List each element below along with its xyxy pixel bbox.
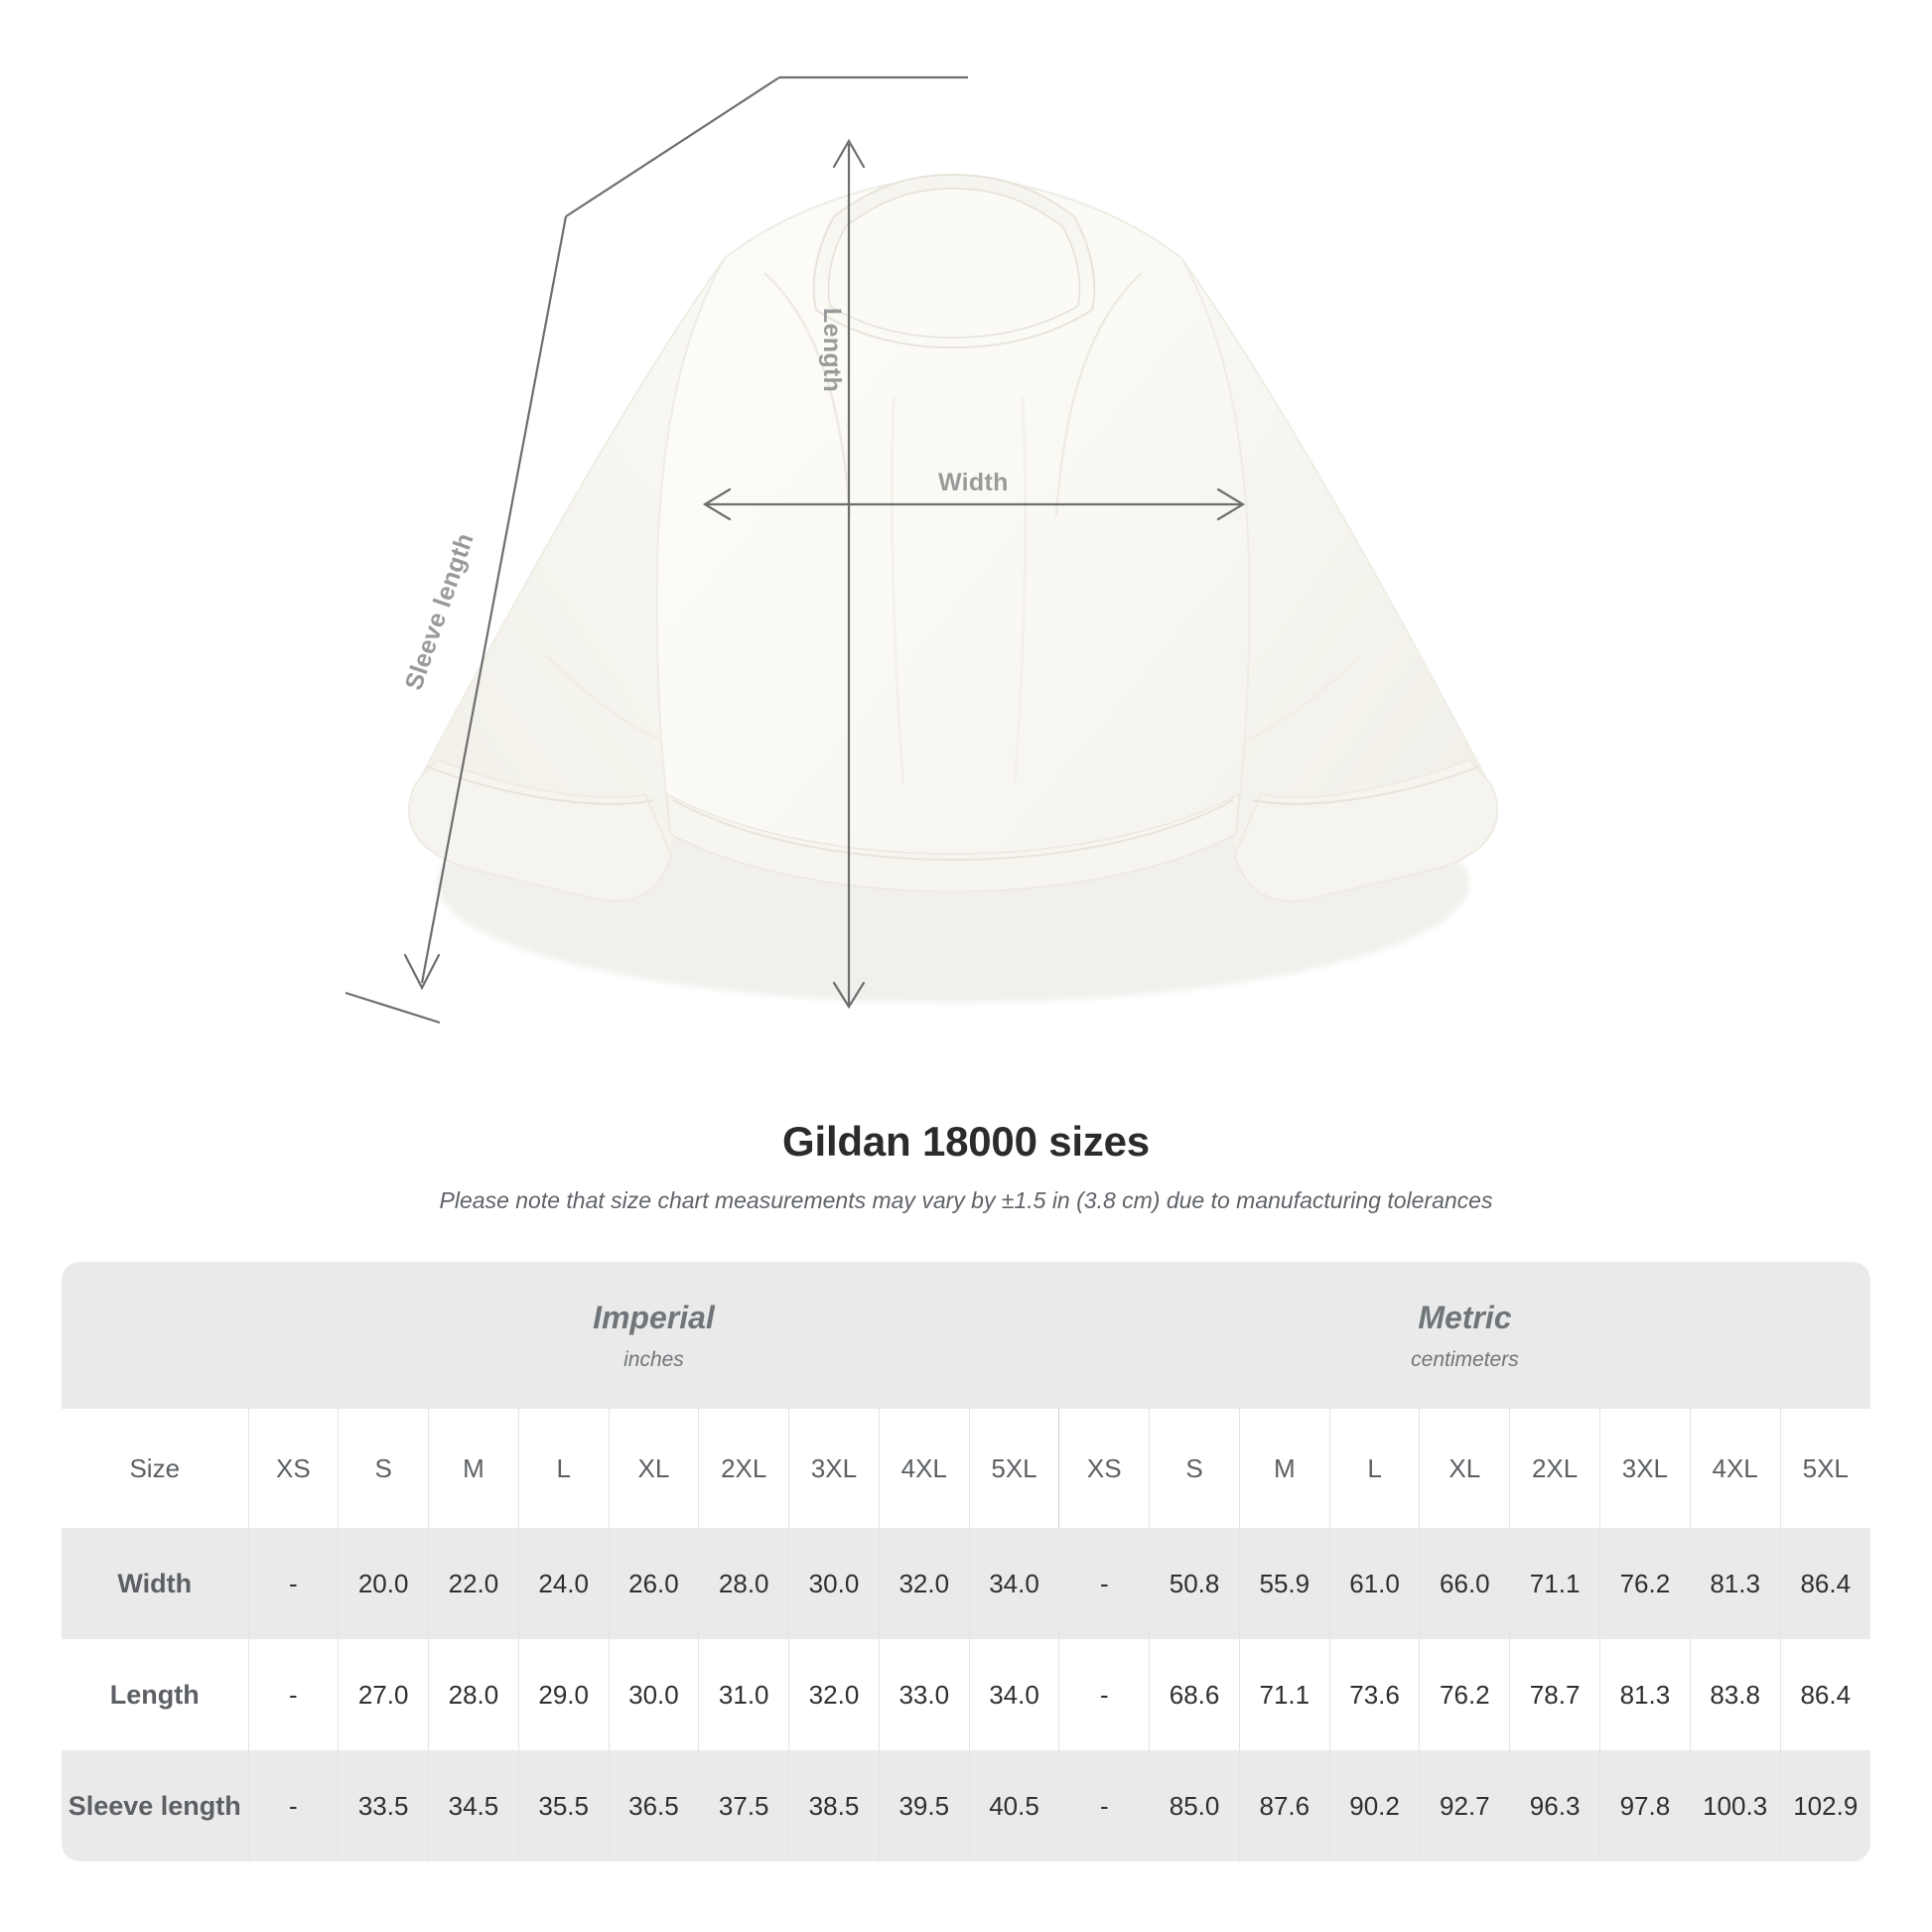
cell-sleeve-metric-xs: -	[1058, 1750, 1151, 1862]
unit-sub-metric: centimeters	[1411, 1347, 1519, 1371]
cell-sleeve-metric-l: 90.2	[1329, 1750, 1421, 1862]
cell-width-metric-5xl: 86.4	[1780, 1528, 1870, 1639]
cell-width-imperial-xs: -	[248, 1528, 340, 1639]
cell-width-metric-3xl: 76.2	[1599, 1528, 1691, 1639]
cell-width-metric-m: 55.9	[1239, 1528, 1330, 1639]
cell-length-imperial-4xl: 33.0	[879, 1639, 970, 1750]
unit-spacer-cell	[62, 1262, 248, 1409]
size-header-label: Size	[62, 1409, 249, 1528]
cell-sleeve-imperial-l: 35.5	[518, 1750, 610, 1862]
size-col-metric-s: S	[1149, 1409, 1240, 1528]
row-label-width: Width	[62, 1528, 249, 1639]
cell-width-imperial-l: 24.0	[518, 1528, 610, 1639]
page-title: Gildan 18000 sizes	[782, 1118, 1150, 1165]
cell-length-metric-3xl: 81.3	[1599, 1639, 1691, 1750]
cell-length-metric-l: 73.6	[1329, 1639, 1421, 1750]
cell-sleeve-metric-5xl: 102.9	[1780, 1750, 1870, 1862]
unit-cell-imperial: Imperial inches	[248, 1262, 1059, 1409]
cell-sleeve-imperial-2xl: 37.5	[698, 1750, 790, 1862]
size-col-metric-3xl: 3XL	[1599, 1409, 1691, 1528]
size-col-imperial-xl: XL	[609, 1409, 700, 1528]
cell-length-metric-m: 71.1	[1239, 1639, 1330, 1750]
size-col-imperial-3xl: 3XL	[788, 1409, 880, 1528]
cell-width-imperial-2xl: 28.0	[698, 1528, 790, 1639]
unit-name-metric: Metric	[1418, 1299, 1512, 1335]
cell-width-imperial-m: 22.0	[428, 1528, 519, 1639]
size-col-imperial-m: M	[428, 1409, 519, 1528]
cell-width-imperial-xl: 26.0	[609, 1528, 700, 1639]
garment-diagram: Length Width Sleeve length	[298, 75, 1608, 1052]
cell-sleeve-imperial-5xl: 40.5	[969, 1750, 1060, 1862]
cell-sleeve-metric-2xl: 96.3	[1509, 1750, 1600, 1862]
size-col-imperial-xs: XS	[248, 1409, 340, 1528]
cell-sleeve-metric-4xl: 100.3	[1690, 1750, 1781, 1862]
cell-sleeve-imperial-4xl: 39.5	[879, 1750, 970, 1862]
size-chart-table: Imperial inches Metric centimeters Size …	[62, 1262, 1870, 1862]
cell-length-imperial-3xl: 32.0	[788, 1639, 880, 1750]
size-col-imperial-s: S	[338, 1409, 430, 1528]
size-col-metric-xl: XL	[1419, 1409, 1511, 1528]
unit-cell-metric: Metric centimeters	[1058, 1262, 1870, 1409]
tolerance-note: Please note that size chart measurements…	[439, 1187, 1493, 1213]
width-dimension-label: Width	[938, 469, 1009, 496]
row-label-length: Length	[62, 1639, 249, 1750]
cell-length-imperial-xs: -	[248, 1639, 340, 1750]
cell-length-metric-4xl: 83.8	[1690, 1639, 1781, 1750]
cell-width-metric-4xl: 81.3	[1690, 1528, 1781, 1639]
size-col-metric-m: M	[1239, 1409, 1330, 1528]
size-col-metric-l: L	[1329, 1409, 1421, 1528]
cell-width-metric-xl: 66.0	[1419, 1528, 1511, 1639]
cell-length-metric-xs: -	[1058, 1639, 1151, 1750]
table-row: Length - 27.0 28.0 29.0 30.0 31.0 32.0 3…	[62, 1639, 1870, 1750]
cell-length-imperial-s: 27.0	[338, 1639, 430, 1750]
cell-width-imperial-3xl: 30.0	[788, 1528, 880, 1639]
sweatshirt-photo	[298, 99, 1608, 1052]
cell-length-imperial-m: 28.0	[428, 1639, 519, 1750]
cell-sleeve-imperial-s: 33.5	[338, 1750, 430, 1862]
cell-width-metric-2xl: 71.1	[1509, 1528, 1600, 1639]
cell-width-imperial-4xl: 32.0	[879, 1528, 970, 1639]
cell-width-metric-s: 50.8	[1149, 1528, 1240, 1639]
cell-length-metric-xl: 76.2	[1419, 1639, 1511, 1750]
title-block: Gildan 18000 sizes Please note that size…	[0, 1118, 1932, 1214]
size-header-row: Size XS S M L XL 2XL 3XL 4XL 5XL XS S M …	[62, 1409, 1870, 1528]
cell-width-metric-l: 61.0	[1329, 1528, 1421, 1639]
cell-sleeve-metric-3xl: 97.8	[1599, 1750, 1691, 1862]
size-col-imperial-2xl: 2XL	[698, 1409, 790, 1528]
cell-sleeve-metric-xl: 92.7	[1419, 1750, 1511, 1862]
cell-length-metric-5xl: 86.4	[1780, 1639, 1870, 1750]
cell-sleeve-imperial-xs: -	[248, 1750, 340, 1862]
unit-sub-imperial: inches	[623, 1347, 684, 1371]
size-col-metric-xs: XS	[1058, 1409, 1151, 1528]
size-col-metric-5xl: 5XL	[1780, 1409, 1870, 1528]
cell-sleeve-metric-m: 87.6	[1239, 1750, 1330, 1862]
unit-header-row: Imperial inches Metric centimeters	[62, 1262, 1870, 1409]
cell-width-imperial-s: 20.0	[338, 1528, 430, 1639]
cell-length-imperial-5xl: 34.0	[969, 1639, 1060, 1750]
cell-length-imperial-2xl: 31.0	[698, 1639, 790, 1750]
cell-width-imperial-5xl: 34.0	[969, 1528, 1060, 1639]
row-label-sleeve-length: Sleeve length	[62, 1750, 249, 1862]
cell-length-metric-s: 68.6	[1149, 1639, 1240, 1750]
sweatshirt-illustration	[408, 173, 1498, 1003]
size-col-metric-4xl: 4XL	[1690, 1409, 1781, 1528]
size-col-imperial-4xl: 4XL	[879, 1409, 970, 1528]
cell-sleeve-metric-s: 85.0	[1149, 1750, 1240, 1862]
size-col-metric-2xl: 2XL	[1509, 1409, 1600, 1528]
cell-sleeve-imperial-xl: 36.5	[609, 1750, 700, 1862]
size-col-imperial-5xl: 5XL	[969, 1409, 1060, 1528]
length-dimension-label: Length	[818, 308, 846, 393]
cell-sleeve-imperial-3xl: 38.5	[788, 1750, 880, 1862]
cell-length-metric-2xl: 78.7	[1509, 1639, 1600, 1750]
cell-length-imperial-xl: 30.0	[609, 1639, 700, 1750]
cell-length-imperial-l: 29.0	[518, 1639, 610, 1750]
cell-width-metric-xs: -	[1058, 1528, 1151, 1639]
table-row: Sleeve length - 33.5 34.5 35.5 36.5 37.5…	[62, 1750, 1870, 1862]
table-row: Width - 20.0 22.0 24.0 26.0 28.0 30.0 32…	[62, 1528, 1870, 1639]
size-chart-table-wrapper: Imperial inches Metric centimeters Size …	[62, 1262, 1870, 1862]
size-col-imperial-l: L	[518, 1409, 610, 1528]
unit-name-imperial: Imperial	[593, 1299, 715, 1335]
cell-sleeve-imperial-m: 34.5	[428, 1750, 519, 1862]
